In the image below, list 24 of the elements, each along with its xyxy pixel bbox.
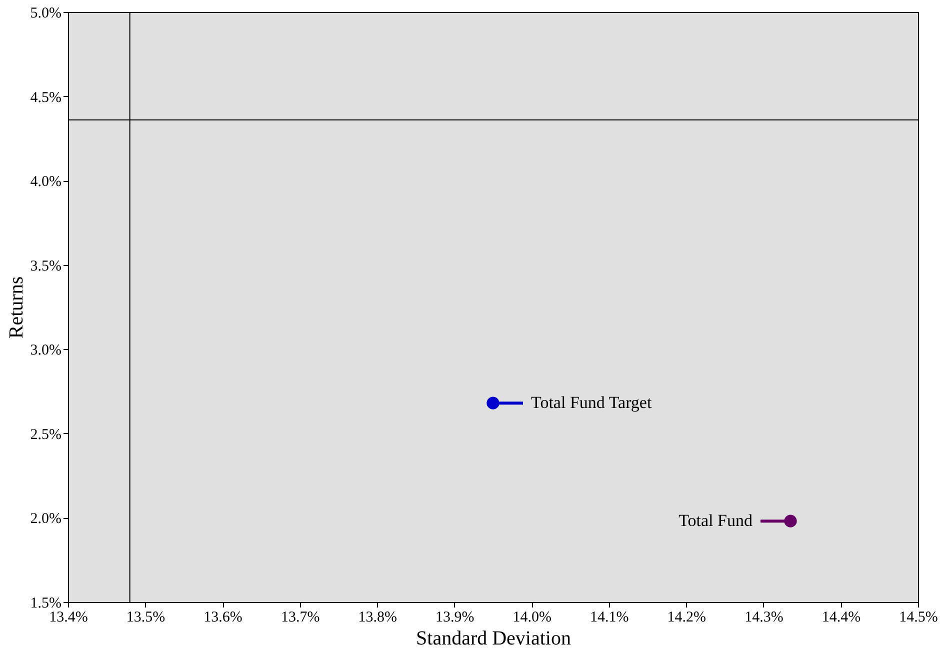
x-axis-title: Standard Deviation	[416, 628, 571, 650]
series-label: Total Fund	[678, 511, 753, 530]
x-tick-label: 14.2%	[667, 610, 706, 626]
x-tick-label: 13.5%	[126, 610, 166, 626]
legend-label: Total Fund Target	[531, 393, 652, 412]
y-tick-label: 5.0%	[30, 6, 62, 22]
x-tick-label: 14.3%	[744, 610, 784, 626]
x-tick-label: 13.7%	[280, 610, 320, 626]
y-tick-label: 4.0%	[30, 174, 62, 190]
x-tick-label: 13.4%	[49, 610, 88, 626]
y-axis-title: Returns	[5, 276, 28, 339]
x-tick-label: 14.1%	[590, 610, 629, 626]
x-tick-label: 13.8%	[358, 610, 397, 626]
y-tick-label: 3.5%	[30, 258, 62, 274]
x-tick-label: 14.4%	[822, 610, 861, 626]
y-tick-label: 2.0%	[30, 511, 62, 528]
y-tick-label: 1.5%	[30, 596, 62, 612]
y-tick-label: 2.5%	[30, 426, 62, 443]
y-tick-label: 4.5%	[30, 90, 62, 106]
x-tick-label: 13.6%	[204, 610, 242, 626]
y-tick-label: 3.0%	[30, 342, 62, 359]
x-tick-label: 14.5%	[899, 610, 938, 626]
x-tick-label: 13.9%	[435, 610, 474, 626]
x-tick-label: 14.0%	[512, 610, 552, 626]
